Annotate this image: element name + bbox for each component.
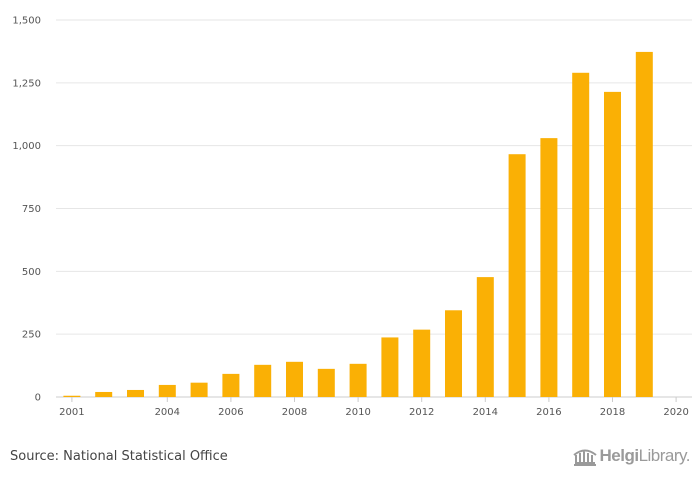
bar-2019[interactable] <box>635 51 653 397</box>
bar-2012[interactable] <box>413 329 431 397</box>
x-tick-label: 2006 <box>218 407 243 418</box>
x-axis-ticks: 2001 2004 2006 2008 2010 2012 2014 2016 2018 2020 <box>59 397 689 418</box>
x-tick-label: 2018 <box>600 407 625 418</box>
x-tick-label: 2010 <box>345 407 370 418</box>
bar-2014[interactable] <box>476 277 494 397</box>
logo-wordmark: HelgiLibrary. <box>599 446 691 465</box>
y-tick-label: 250 <box>22 330 41 341</box>
bar-2013[interactable] <box>445 310 462 397</box>
y-tick-label: 1,250 <box>12 78 41 89</box>
y-tick-label: 1,500 <box>12 16 41 27</box>
x-tick-label: 2001 <box>59 407 84 418</box>
bar-2002[interactable] <box>95 391 113 397</box>
bar-2007[interactable] <box>254 364 272 397</box>
bar-2003[interactable] <box>127 389 144 397</box>
bar-2015[interactable] <box>508 154 526 397</box>
bar-2001[interactable] <box>63 395 81 397</box>
bar-2009[interactable] <box>317 368 335 397</box>
bar-2006[interactable] <box>222 373 240 397</box>
bar-2010[interactable] <box>349 363 367 397</box>
y-tick-label: 0 <box>35 393 41 404</box>
bar-2011[interactable] <box>381 337 399 397</box>
bar-2018[interactable] <box>604 91 621 397</box>
x-tick-label: 2004 <box>155 407 180 418</box>
source-note: Source: National Statistical Office <box>10 449 228 464</box>
y-tick-label: 1,000 <box>12 141 41 152</box>
x-tick-label: 2014 <box>473 407 498 418</box>
x-tick-label: 2012 <box>409 407 434 418</box>
bar-2008[interactable] <box>286 361 303 397</box>
y-axis-ticks: 0 250 500 750 1,000 1,250 1,500 <box>12 16 41 404</box>
y-tick-label: 500 <box>22 267 41 278</box>
bar-2017[interactable] <box>572 72 590 397</box>
helgi-library-logo: HelgiLibrary. <box>572 446 691 466</box>
gridlines <box>56 19 692 398</box>
library-building-icon <box>572 449 597 466</box>
x-tick-label: 2016 <box>536 407 561 418</box>
bar-2004[interactable] <box>158 384 176 397</box>
x-tick-label: 2008 <box>282 407 307 418</box>
y-tick-label: 750 <box>22 204 41 215</box>
x-tick-label: 2020 <box>663 407 688 418</box>
bar-2005[interactable] <box>190 382 208 397</box>
bars <box>63 51 653 398</box>
bar-2016[interactable] <box>540 138 558 398</box>
